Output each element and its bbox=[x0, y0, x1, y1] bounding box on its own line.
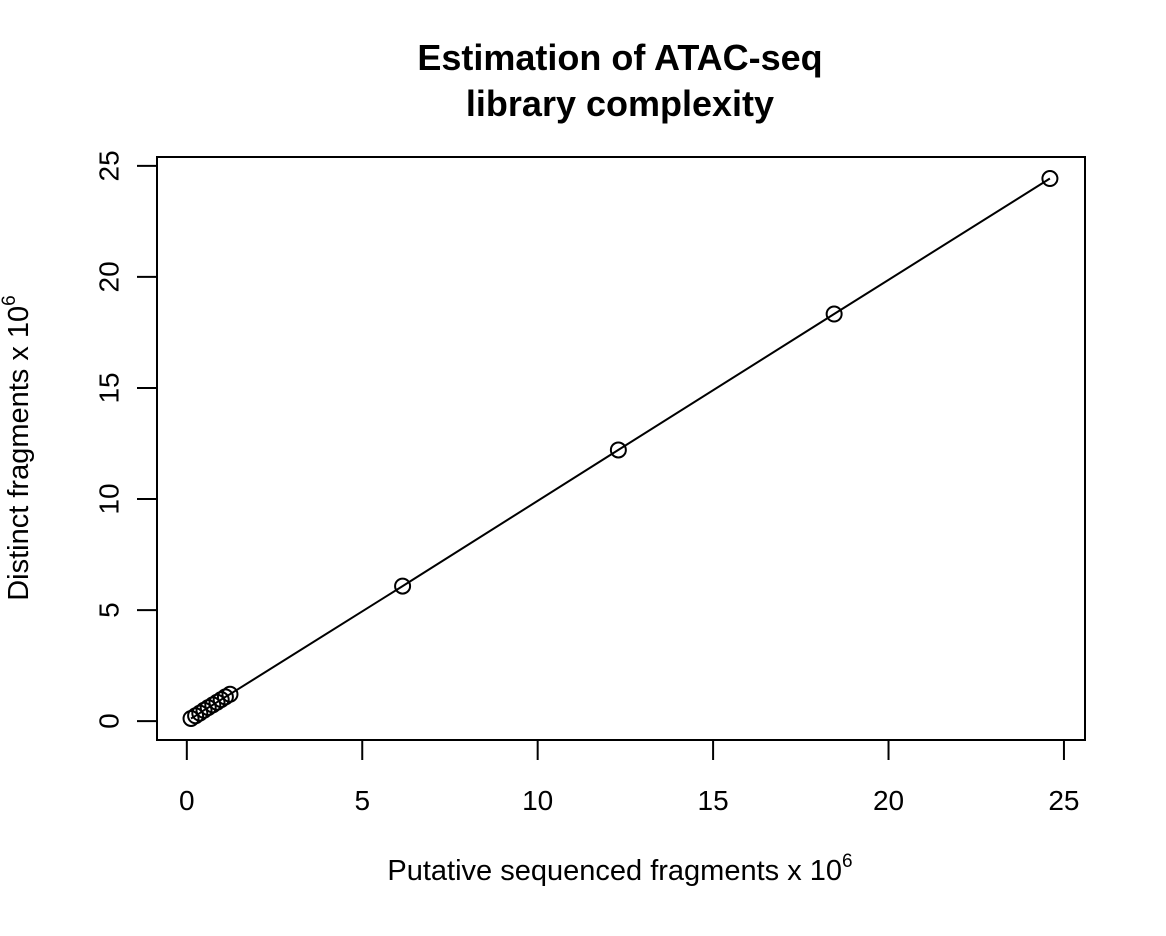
y-axis-label-text: Distinct fragments x 10 bbox=[3, 306, 35, 601]
data-point bbox=[195, 701, 213, 719]
x-axis-label-text: Putative sequenced fragments x 10 bbox=[387, 855, 842, 887]
y-axis: 0 5 10 15 20 25 bbox=[94, 150, 158, 729]
series-line bbox=[190, 177, 1051, 720]
data-point bbox=[825, 305, 843, 323]
data-point bbox=[187, 707, 205, 725]
series bbox=[182, 170, 1059, 727]
x-tick-label: 0 bbox=[179, 785, 195, 816]
x-axis-label: Putative sequenced fragments x 106 bbox=[387, 851, 852, 887]
chart-title-line1: Estimation of ATAC-seq bbox=[417, 37, 822, 78]
x-tick-label: 25 bbox=[1048, 785, 1079, 816]
y-tick-label: 15 bbox=[94, 372, 125, 403]
data-point bbox=[212, 691, 230, 709]
y-tick-label: 25 bbox=[94, 150, 125, 181]
chart-title-line2: library complexity bbox=[466, 83, 774, 124]
y-tick-label: 5 bbox=[94, 602, 125, 618]
data-point bbox=[204, 696, 222, 714]
x-axis-label-exponent: 6 bbox=[842, 851, 853, 872]
x-tick-label: 20 bbox=[873, 785, 904, 816]
y-tick-label: 20 bbox=[94, 261, 125, 292]
data-point bbox=[394, 577, 412, 595]
x-tick-label: 15 bbox=[698, 785, 729, 816]
data-point bbox=[191, 704, 209, 722]
x-axis: 0 5 10 15 20 25 bbox=[179, 739, 1080, 816]
y-axis-label: Distinct fragments x 106 bbox=[0, 295, 35, 601]
data-point bbox=[221, 685, 239, 703]
x-tick-label: 5 bbox=[354, 785, 370, 816]
y-tick-label: 10 bbox=[94, 483, 125, 514]
x-tick-label: 10 bbox=[522, 785, 553, 816]
data-point bbox=[1041, 170, 1059, 188]
y-axis-label-exponent: 6 bbox=[0, 295, 20, 306]
data-point bbox=[609, 441, 627, 459]
data-point bbox=[208, 693, 226, 711]
y-tick-label: 0 bbox=[94, 713, 125, 729]
